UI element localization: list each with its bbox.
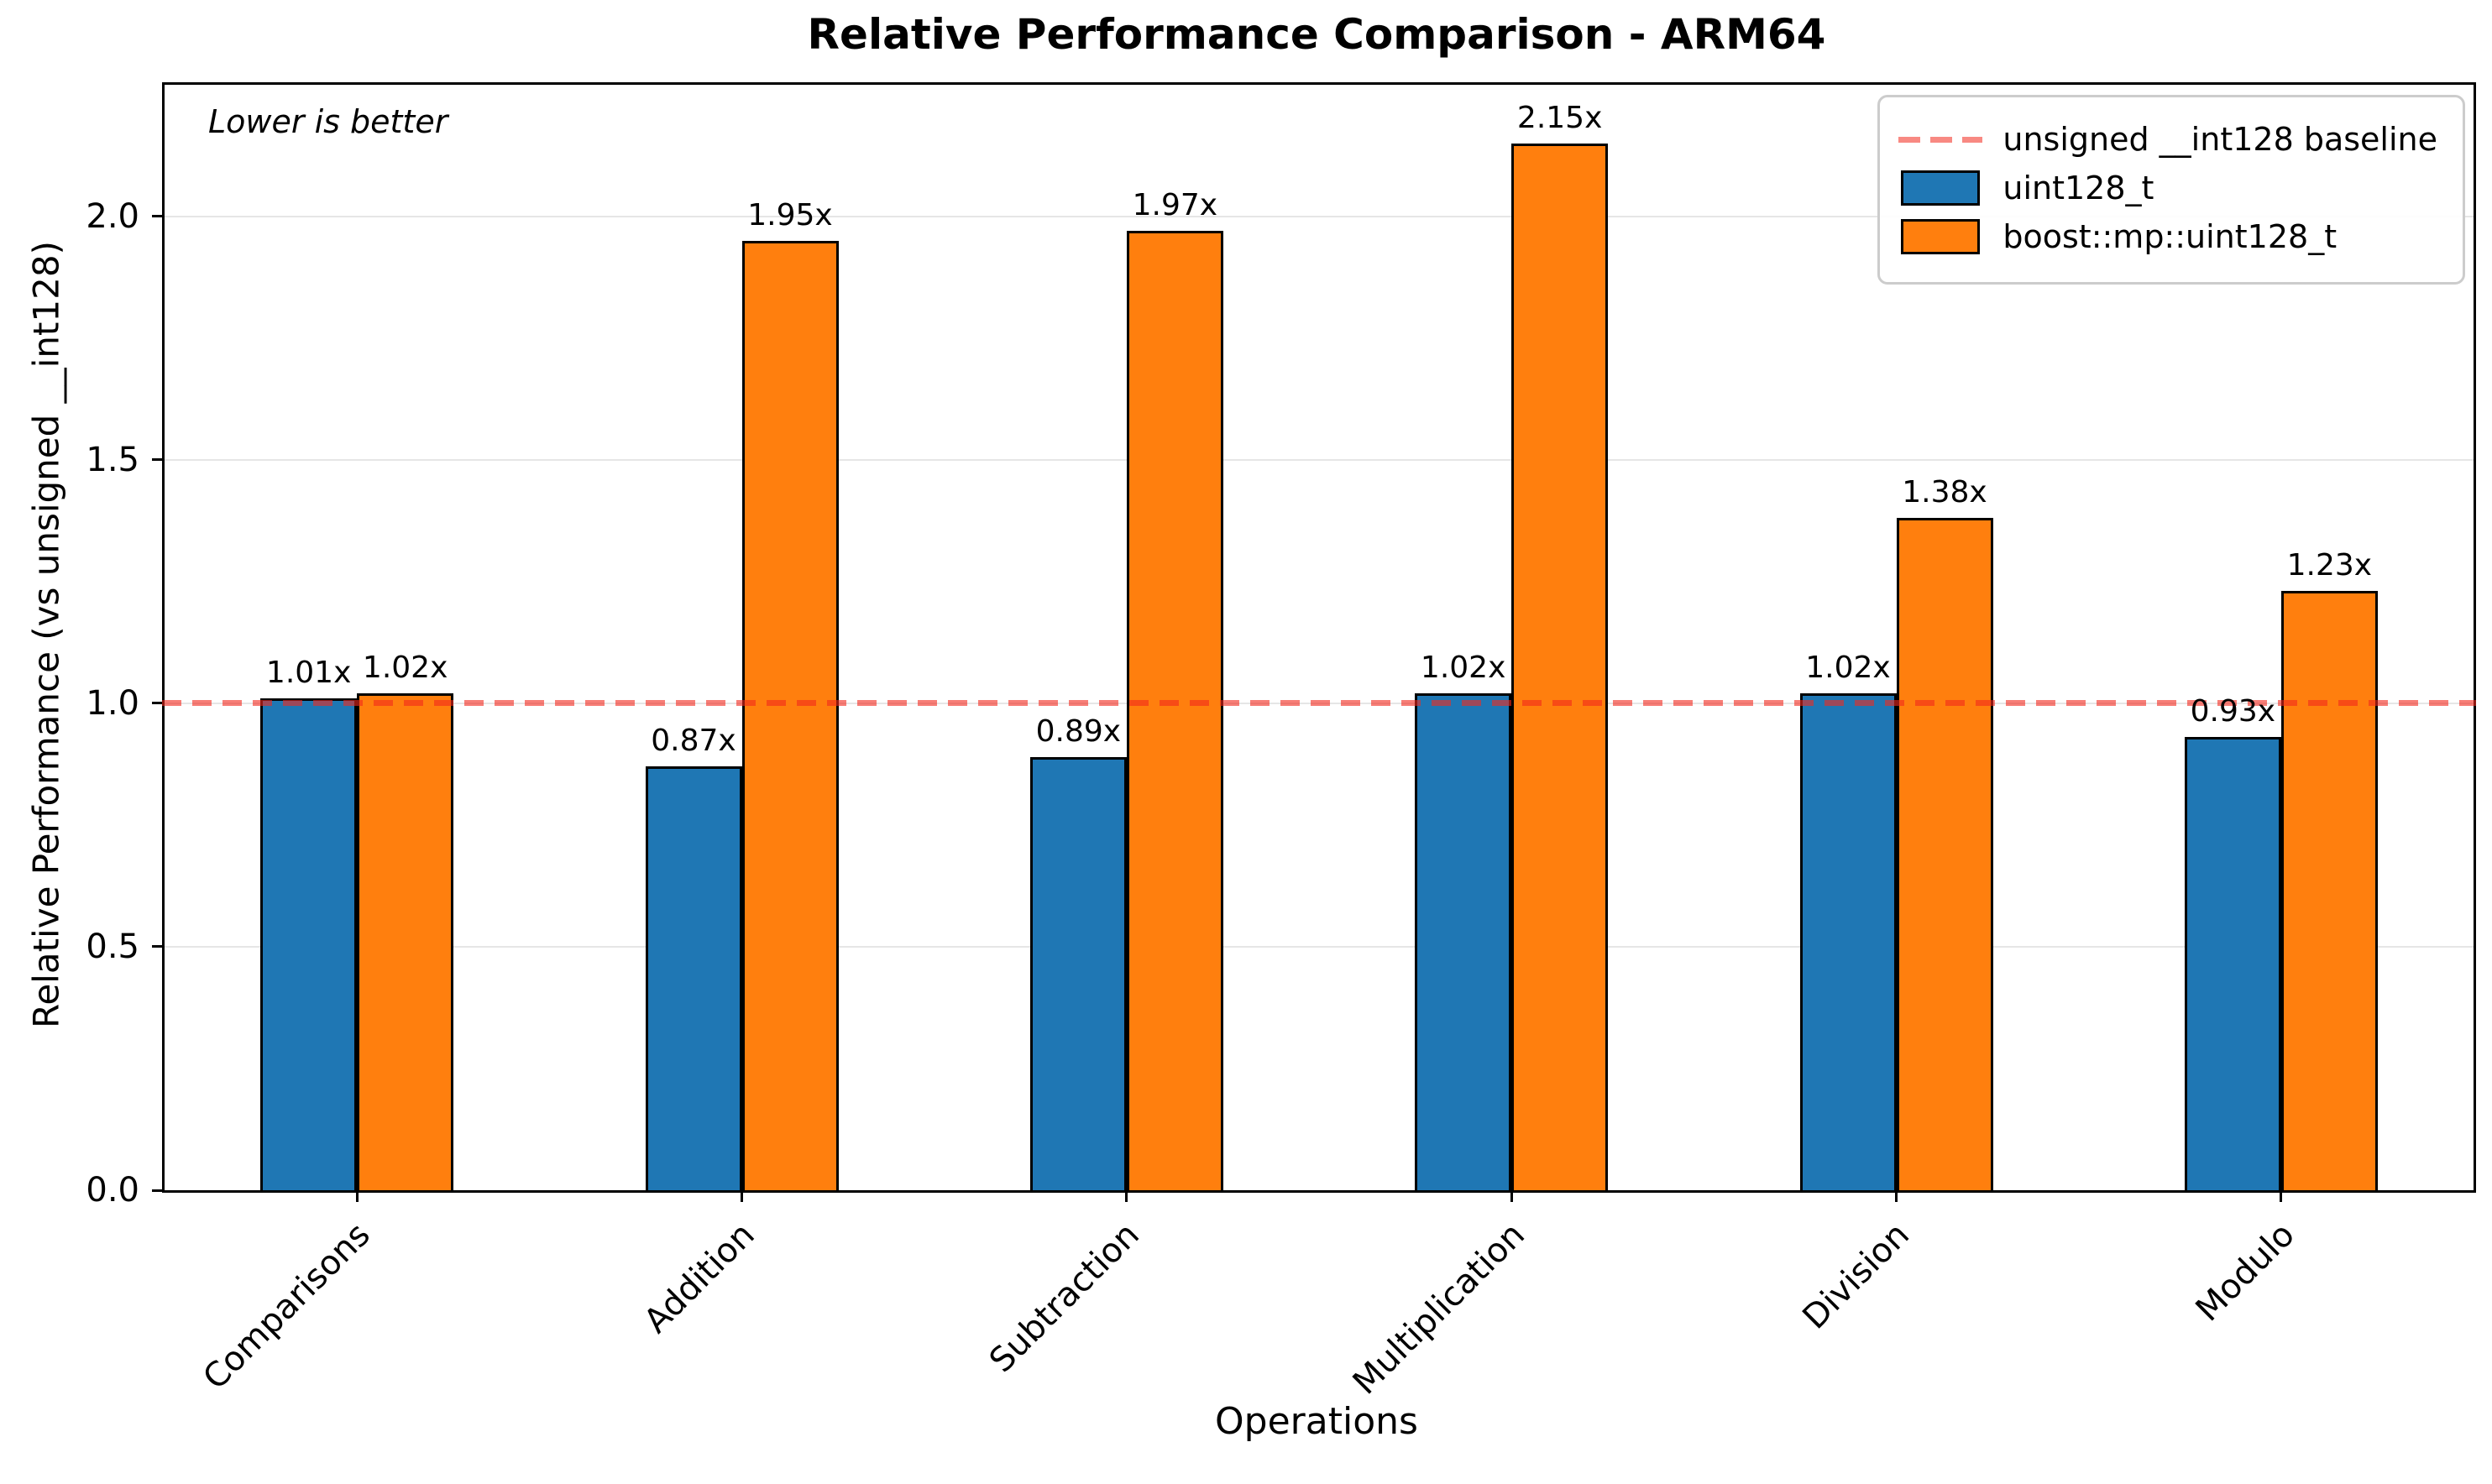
y-axis-label: Relative Performance (vs unsigned __int1…: [25, 241, 67, 1028]
x-axis-label: Operations: [1215, 1400, 1418, 1443]
y-tick-label: 1.0: [86, 683, 139, 723]
bar-value-label: 1.02x: [1420, 651, 1506, 685]
x-tick: [741, 1190, 743, 1202]
x-tick-label: Comparisons: [196, 1215, 378, 1398]
y-tick-label: 1.5: [86, 440, 139, 479]
bar-value-label: 1.95x: [747, 198, 833, 233]
bar-value-label: 1.97x: [1132, 188, 1218, 222]
bar-value-label: 1.02x: [1805, 651, 1891, 685]
bar-value-label: 0.87x: [651, 724, 736, 758]
bar-uint128-t-division: [1799, 693, 1897, 1190]
bar-boost-mp-uint128-t-addition: [741, 241, 839, 1190]
bar-value-label: 2.15x: [1516, 101, 1603, 135]
bar-value-label: 0.93x: [2190, 694, 2276, 729]
legend-label-boost: boost::mp::uint128_t: [2002, 218, 2338, 255]
gridline: [165, 945, 2474, 948]
annotation-lower-is-better: Lower is better: [208, 103, 448, 140]
bar-boost-mp-uint128-t-division: [1896, 518, 1993, 1190]
bar-uint128-t-comparisons: [260, 698, 358, 1190]
bar-value-label: 1.23x: [2286, 548, 2373, 583]
bar-value-label: 1.38x: [1902, 475, 1987, 509]
x-tick-label: Modulo: [2188, 1215, 2302, 1330]
baseline-line: [162, 700, 2476, 707]
bar-boost-mp-uint128-t-multiplication: [1511, 144, 1609, 1190]
x-tick: [2280, 1190, 2283, 1202]
plot-area: Lower is better unsigned __int128 baseli…: [86, 82, 2476, 1402]
y-tick: [152, 458, 162, 462]
y-tick: [152, 945, 162, 948]
x-tick: [355, 1190, 359, 1202]
y-tick: [152, 1189, 162, 1192]
legend-item-baseline: unsigned __int128 baseline: [1898, 121, 2437, 158]
y-tick-label: 0.0: [86, 1171, 139, 1210]
x-tick: [1510, 1190, 1513, 1202]
x-tick-label: Multiplication: [1345, 1215, 1532, 1403]
bar-boost-mp-uint128-t-subtraction: [1126, 231, 1223, 1190]
baseline-dash-icon: [1898, 136, 1983, 143]
legend-swatch-wrap: [1898, 170, 1982, 206]
y-tick: [152, 702, 162, 705]
bar-value-label: 1.02x: [362, 651, 448, 685]
bar-boost-mp-uint128-t-modulo: [2280, 591, 2378, 1190]
y-tick-label: 0.5: [86, 927, 139, 966]
x-tick-label: Division: [1795, 1215, 1918, 1337]
legend-label-baseline: unsigned __int128 baseline: [2002, 121, 2437, 158]
y-tick-label: 2.0: [86, 196, 139, 236]
gridline: [165, 215, 2474, 217]
legend-swatch-wrap: [1898, 136, 1983, 143]
x-tick: [1125, 1190, 1128, 1202]
bar-uint128-t-subtraction: [1029, 757, 1127, 1190]
legend-label-uint128: uint128_t: [2002, 170, 2154, 206]
bar-boost-mp-uint128-t-comparisons: [357, 693, 454, 1190]
series-swatch-uint128: [1901, 170, 1981, 206]
legend-item-boost: boost::mp::uint128_t: [1898, 218, 2437, 255]
chart-title: Relative Performance Comparison - ARM64: [807, 10, 1826, 59]
bar-value-label: 0.89x: [1035, 714, 1122, 749]
x-tick: [1895, 1190, 1898, 1202]
legend-item-uint128: uint128_t: [1898, 170, 2437, 206]
bar-uint128-t-modulo: [2184, 737, 2281, 1190]
legend-swatch-wrap: [1898, 219, 1982, 254]
bar-uint128-t-addition: [645, 766, 742, 1190]
y-tick: [152, 215, 162, 218]
bar-value-label: 1.01x: [265, 656, 352, 690]
gridline: [165, 458, 2474, 461]
series-swatch-boost: [1901, 219, 1981, 254]
x-tick-label: Subtraction: [982, 1215, 1148, 1381]
bar-uint128-t-multiplication: [1415, 693, 1512, 1190]
x-tick-label: Addition: [636, 1215, 763, 1341]
legend: unsigned __int128 baseline uint128_t boo…: [1877, 95, 2465, 285]
